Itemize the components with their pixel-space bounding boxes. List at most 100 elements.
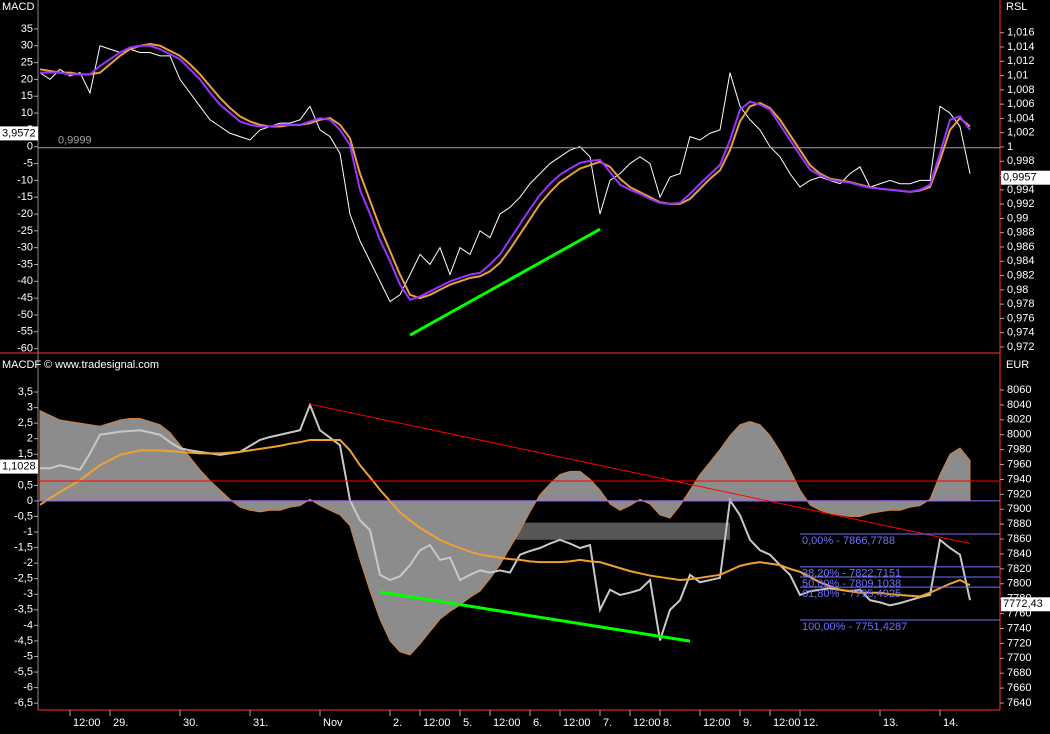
y2-tick-label: 0,976 <box>1007 312 1035 324</box>
trendline <box>409 227 601 337</box>
value-marker-label: 3,9572 <box>2 127 36 139</box>
y2-tick-label: 8040 <box>1007 399 1031 411</box>
x-tick-label: 7. <box>603 717 612 729</box>
y2-tick-label: 1,014 <box>1007 41 1035 53</box>
fib-label: 100,00% - 7751,4287 <box>802 621 907 633</box>
area <box>39 409 971 656</box>
y2-tick-label: 1,006 <box>1007 98 1035 110</box>
x-tick-label: 12:00 <box>773 717 801 729</box>
x-tick-label: 12:00 <box>423 717 451 729</box>
y-tick-label: -5 <box>23 650 33 662</box>
y2-tick-label: 7960 <box>1007 458 1031 470</box>
y-tick-label: -55 <box>17 326 33 338</box>
y-tick-label: -20 <box>17 208 33 220</box>
y-tick-label: -6,5 <box>14 697 33 709</box>
trendline <box>309 403 971 545</box>
y2-tick-label: 1,012 <box>1007 55 1035 67</box>
panel-label: MACD <box>2 1 34 13</box>
series-line <box>39 438 971 598</box>
y-tick-label: 25 <box>21 56 33 68</box>
value-marker <box>1001 170 1050 185</box>
y2-tick-label: 0,982 <box>1007 269 1035 281</box>
y2-tick-label: 7880 <box>1007 518 1031 530</box>
y2-tick-label: 1 <box>1007 141 1013 153</box>
y2-tick-label: 7720 <box>1007 637 1031 649</box>
y-tick-label: -6 <box>23 682 33 694</box>
x-tick-label: 8. <box>663 717 672 729</box>
y-tick-label: -25 <box>17 225 33 237</box>
y-tick-label: -3 <box>23 588 33 600</box>
y2-tick-label: 0,974 <box>1007 327 1035 339</box>
value-marker <box>0 459 38 474</box>
x-tick-label: 12. <box>803 717 818 729</box>
y2-tick-label: 7920 <box>1007 488 1031 500</box>
y-tick-label: -4 <box>23 619 33 631</box>
y-tick-label: 2,5 <box>18 417 33 429</box>
y2-tick-label: 7640 <box>1007 697 1031 709</box>
series-line <box>40 402 971 641</box>
x-tick-label: 12:00 <box>563 717 591 729</box>
y2-tick-label: 1,01 <box>1007 69 1028 81</box>
y-tick-label: -45 <box>17 292 33 304</box>
watermark: © www.tradesignal.com <box>44 359 159 371</box>
value-marker <box>0 126 38 141</box>
x-tick-label: 5. <box>463 717 472 729</box>
value-marker <box>1001 597 1050 612</box>
y-tick-label: 0 <box>27 495 33 507</box>
x-tick-label: 9. <box>743 717 752 729</box>
y2-tick-label: 7820 <box>1007 563 1031 575</box>
y-tick-label: -5 <box>23 157 33 169</box>
x-tick-label: Nov <box>323 717 343 729</box>
y2-tick-label: 7680 <box>1007 667 1031 679</box>
y-tick-label: 30 <box>21 40 33 52</box>
y2-tick-label: 8020 <box>1007 414 1031 426</box>
y-tick-label: -50 <box>17 309 33 321</box>
y-tick-label: -2 <box>23 557 33 569</box>
series-line <box>40 44 971 302</box>
x-tick-label: 31. <box>253 717 268 729</box>
y-tick-label: 0 <box>27 141 33 153</box>
y2-tick-label: 0,998 <box>1007 155 1035 167</box>
y-tick-label: -5,5 <box>14 666 33 678</box>
x-tick-label: 12:00 <box>493 717 521 729</box>
y2-tick-label: 0,988 <box>1007 227 1035 239</box>
y-tick-label: -30 <box>17 242 33 254</box>
y2-tick-label: 7700 <box>1007 652 1031 664</box>
y2-tick-label: 7980 <box>1007 444 1031 456</box>
y2-tick-label: 7660 <box>1007 682 1031 694</box>
x-tick-label: 12:00 <box>633 717 661 729</box>
panel-label: EUR <box>1006 359 1029 371</box>
x-tick-label: 13. <box>883 717 898 729</box>
y-tick-label: 0,5 <box>18 479 33 491</box>
y2-tick-label: 0,972 <box>1007 341 1035 353</box>
panel-label: RSL <box>1006 1 1027 13</box>
y-tick-label: 3 <box>27 401 33 413</box>
y2-tick-label: 1,004 <box>1007 112 1035 124</box>
x-tick-label: 30. <box>183 717 198 729</box>
y-tick-label: -40 <box>17 275 33 287</box>
x-tick-label: 29. <box>113 717 128 729</box>
y-tick-label: -60 <box>17 343 33 355</box>
value-marker-label: 7772,43 <box>1003 598 1043 610</box>
x-tick-label: 14. <box>943 717 958 729</box>
y-tick-label: 10 <box>21 107 33 119</box>
y2-tick-label: 0,986 <box>1007 241 1035 253</box>
y2-tick-label: 7800 <box>1007 578 1031 590</box>
y-tick-label: 20 <box>21 73 33 85</box>
y2-tick-label: 1,016 <box>1007 27 1035 39</box>
x-tick-label: 6. <box>533 717 542 729</box>
y2-tick-label: 8060 <box>1007 384 1031 396</box>
y2-tick-label: 7840 <box>1007 548 1031 560</box>
value-marker-label: 1,1028 <box>2 461 36 473</box>
y2-tick-label: 7860 <box>1007 533 1031 545</box>
y2-tick-label: 0,98 <box>1007 284 1028 296</box>
series-line <box>39 45 971 303</box>
y-tick-label: 15 <box>21 90 33 102</box>
y2-tick-label: 1,002 <box>1007 127 1035 139</box>
y-tick-label: 3,5 <box>18 386 33 398</box>
y-tick-label: 35 <box>21 23 33 35</box>
reference-label: 0,9999 <box>58 135 92 147</box>
y-tick-label: -1 <box>23 526 33 538</box>
y2-tick-label: 0,99 <box>1007 212 1028 224</box>
